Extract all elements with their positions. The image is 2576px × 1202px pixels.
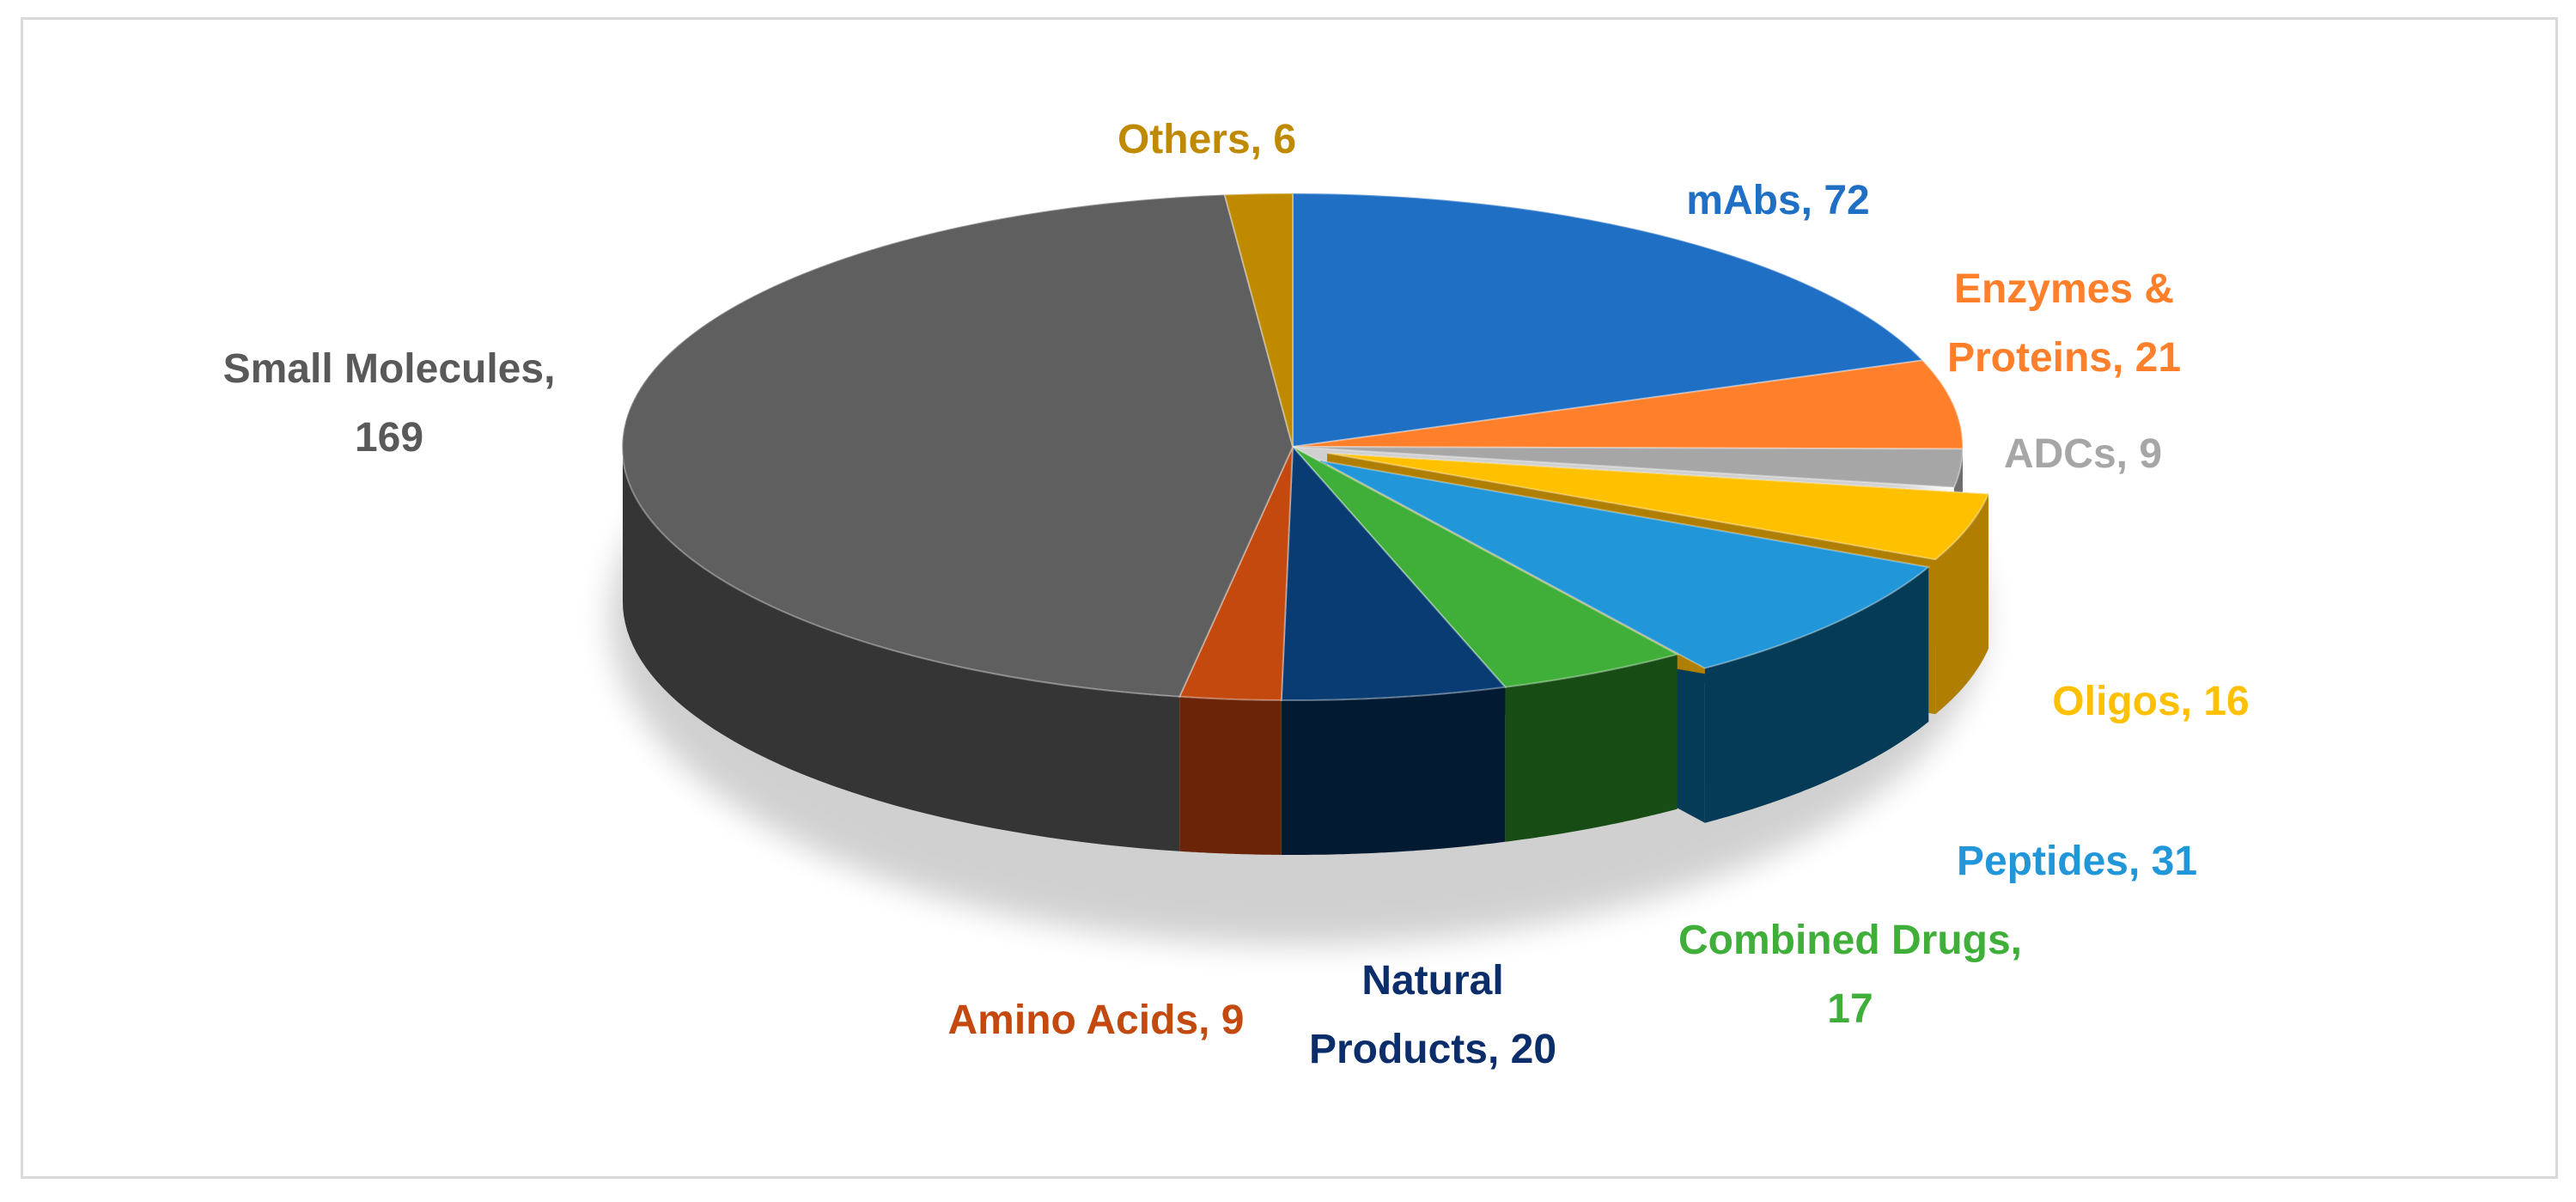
pie-labels: mAbs, 72 Enzymes & Proteins, 21 ADCs, 9 Olig… xyxy=(223,117,2250,1072)
side-natural-products xyxy=(1281,686,1506,855)
pie-tops xyxy=(621,192,1990,702)
slice-small-molecules xyxy=(621,193,1294,698)
side-small-molecules xyxy=(623,447,1180,851)
label-natural-products: Natural Products, 20 xyxy=(1309,958,1556,1072)
slice-combined-drugs xyxy=(1292,446,1680,688)
label-enzymes-proteins: Enzymes & Proteins, 21 xyxy=(1947,266,2181,381)
side-combined-drugs xyxy=(1505,654,1678,842)
label-others: Others, 6 xyxy=(1117,117,1296,162)
slice-others xyxy=(1223,192,1294,448)
slice-peptides xyxy=(1319,460,1931,669)
label-adcs: ADCs, 9 xyxy=(2004,431,2162,477)
label-mabs: mAbs, 72 xyxy=(1686,178,1869,223)
slice-amino-acids xyxy=(1178,446,1294,702)
label-amino-acids: Amino Acids, 9 xyxy=(948,998,1245,1043)
label-oligos: Oligos, 16 xyxy=(2052,679,2249,724)
slice-mabs xyxy=(1292,192,1925,448)
slice-natural-products xyxy=(1280,444,1507,702)
label-peptides: Peptides, 31 xyxy=(1957,839,2197,884)
side-amino-acids xyxy=(1179,696,1282,855)
label-combined-drugs: Combined Drugs, 17 xyxy=(1678,918,2022,1032)
side-oligos xyxy=(1935,493,1988,715)
label-small-molecules: Small Molecules, 169 xyxy=(223,346,556,461)
side-peptides xyxy=(1704,567,1929,823)
slice-oligos xyxy=(1327,452,1990,561)
slice-enzymes-proteins xyxy=(1292,359,1964,450)
slice-adcs xyxy=(1292,446,1964,489)
